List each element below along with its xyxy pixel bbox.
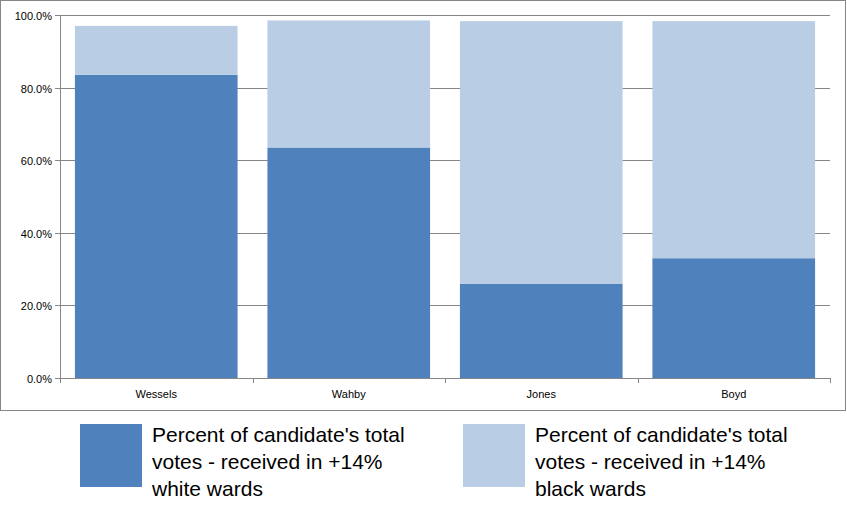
x-tick xyxy=(60,378,61,383)
legend-label: Percent of candidate's total votes - rece… xyxy=(535,423,788,500)
y-tick-label: 60.0% xyxy=(21,155,52,167)
legend-line: Percent of candidate's total xyxy=(535,423,788,446)
legend-swatch xyxy=(463,424,525,487)
x-tick xyxy=(638,378,639,383)
legend-line: white wards xyxy=(151,477,263,500)
bar xyxy=(460,284,623,378)
chart: 0.0% 20.0% 40.0% 60.0% 80.0% 100.0% Wessels Wah… xyxy=(0,0,847,508)
y-tick-label: 100.0% xyxy=(15,10,53,22)
x-tick-label: Wessels xyxy=(136,388,178,400)
bar xyxy=(267,20,430,147)
legend-line: Percent of candidate's total xyxy=(152,423,405,446)
x-tick-label: Wahby xyxy=(332,388,366,400)
bar xyxy=(267,147,430,378)
y-tick-label: 20.0% xyxy=(21,300,52,312)
y-tick xyxy=(55,305,60,306)
legend-line: votes - received in +14% xyxy=(152,450,383,473)
x-tick xyxy=(253,378,254,383)
bar xyxy=(460,21,623,283)
y-axis xyxy=(60,15,61,378)
bars xyxy=(75,20,815,378)
y-tick-label: 80.0% xyxy=(21,83,52,95)
x-tick xyxy=(830,378,831,383)
x-tick xyxy=(445,378,446,383)
legend-swatch xyxy=(80,424,142,487)
y-tick xyxy=(55,15,60,16)
grid-line xyxy=(60,15,830,16)
chart-frame xyxy=(1,1,846,411)
bar xyxy=(75,75,238,378)
legend-line: votes - received in +14% xyxy=(535,450,766,473)
y-tick xyxy=(55,233,60,234)
y-tick-label: 40.0% xyxy=(21,228,52,240)
legend-label: Percent of candidate's total votes - rece… xyxy=(151,423,405,500)
y-tick-label: 0.0% xyxy=(27,373,52,385)
bar xyxy=(652,258,815,378)
y-tick xyxy=(55,88,60,89)
bar xyxy=(75,26,238,75)
y-tick xyxy=(55,378,60,379)
x-tick-label: Boyd xyxy=(721,388,746,400)
x-tick-label: Jones xyxy=(527,388,557,400)
y-tick xyxy=(55,160,60,161)
bar xyxy=(652,21,815,258)
legend-line: black wards xyxy=(535,477,646,500)
